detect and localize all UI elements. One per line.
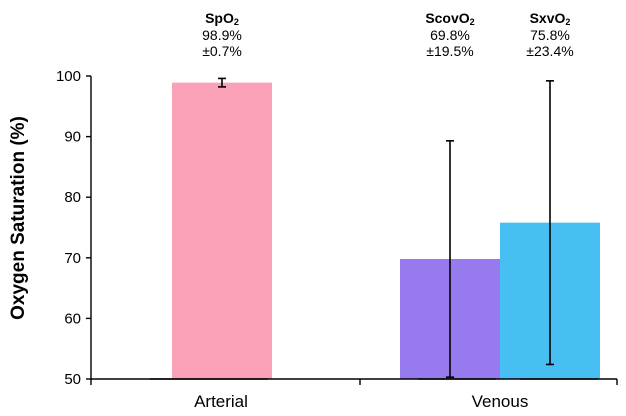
annotation-series-name: SxvO2 <box>530 10 571 27</box>
bar-spo2 <box>172 82 272 379</box>
y-tick-label: 60 <box>64 310 81 327</box>
y-tick-label: 100 <box>56 68 81 85</box>
error-bar-scovo2 <box>446 140 454 378</box>
annotation-value: 75.8% <box>530 27 570 43</box>
y-tick-label: 50 <box>64 371 81 388</box>
annotation-error: ±0.7% <box>202 43 242 59</box>
x-axis: Arterial Venous <box>90 378 618 411</box>
y-tick-label: 90 <box>64 129 81 146</box>
y-tick-label: 70 <box>64 250 81 267</box>
error-bar-spo2 <box>218 77 226 88</box>
annotation-series-name: SpO2 <box>205 10 239 27</box>
annotation-error: ±23.4% <box>526 43 573 59</box>
y-axis: 50 60 70 80 90 100 <box>56 68 92 388</box>
x-category-label-venous: Venous <box>472 392 529 411</box>
plot-area <box>150 77 600 380</box>
annotation-error: ±19.5% <box>426 43 473 59</box>
x-category-label-arterial: Arterial <box>194 392 248 411</box>
annotation-value: 69.8% <box>430 27 470 43</box>
error-bar-sxvo2 <box>546 80 554 366</box>
annotation-value: 98.9% <box>202 27 242 43</box>
annotation-series-name: ScovO2 <box>425 10 474 27</box>
y-tick-label: 80 <box>64 189 81 206</box>
y-axis-title: Oxygen Saturation (%) <box>8 116 29 320</box>
